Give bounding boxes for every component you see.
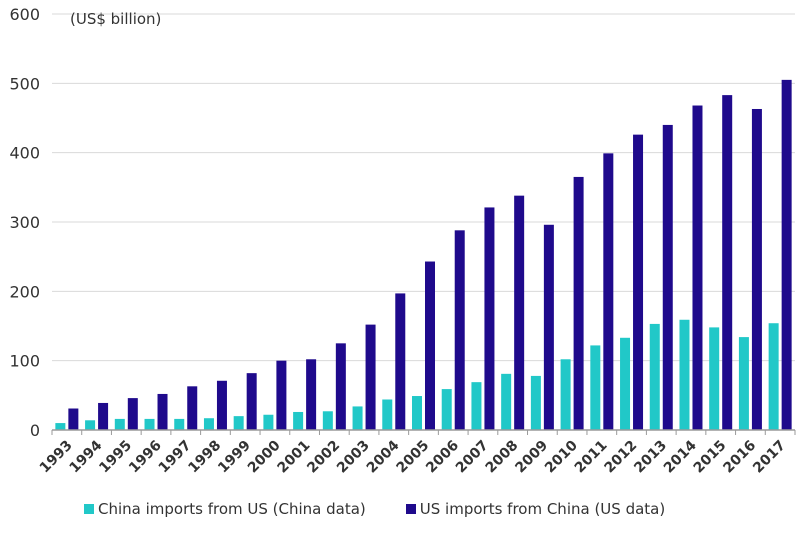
- bar-us-imports-2013: [662, 124, 673, 430]
- x-tick-label: 2001: [275, 438, 314, 477]
- bar-us-imports-2008: [514, 195, 525, 430]
- bar-china-imports-2010: [560, 359, 571, 430]
- x-tick-label: 1995: [96, 438, 135, 477]
- bar-us-imports-2010: [573, 176, 584, 430]
- x-axis: 1993199419951996199719981999200020012002…: [37, 429, 796, 477]
- bar-china-imports-2017: [768, 323, 779, 430]
- x-tick-label: 2000: [245, 437, 284, 476]
- bar-china-imports-1997: [174, 418, 185, 430]
- bar-china-imports-1994: [85, 420, 96, 430]
- bar-us-imports-2017: [781, 79, 792, 430]
- x-tick-label: 2011: [572, 438, 611, 477]
- bar-china-imports-2014: [679, 319, 690, 430]
- bar-china-imports-2005: [412, 396, 422, 430]
- bar-us-imports-2011: [603, 153, 614, 431]
- bar-china-imports-2013: [649, 323, 660, 430]
- y-tick-label: 100: [9, 352, 40, 371]
- bar-us-imports-2009: [543, 224, 554, 430]
- x-tick-label: 2002: [304, 438, 343, 477]
- bar-us-imports-2016: [751, 108, 762, 430]
- bar-us-imports-2004: [395, 293, 406, 430]
- bar-china-imports-2006: [441, 389, 452, 430]
- bar-us-imports-1994: [98, 402, 109, 430]
- legend-label-china-imports: China imports from US (China data): [98, 500, 366, 518]
- bar-us-imports-1993: [68, 408, 79, 430]
- x-tick-label: 2003: [334, 438, 373, 477]
- bar-china-imports-2016: [738, 337, 749, 430]
- x-tick-label: 1997: [156, 438, 195, 477]
- bar-us-imports-1996: [157, 393, 168, 430]
- bar-us-imports-2006: [454, 230, 465, 430]
- legend-swatch-us-imports: [405, 504, 416, 514]
- x-tick-label: 2007: [453, 438, 492, 477]
- bar-us-imports-2015: [722, 95, 733, 431]
- y-tick-label: 0: [30, 421, 40, 440]
- bar-us-imports-2007: [484, 207, 495, 430]
- x-tick-label: 1994: [67, 437, 106, 476]
- y-tick-label: 300: [9, 213, 40, 232]
- y-tick-label: 600: [9, 5, 40, 24]
- y-tick-label: 400: [9, 144, 40, 163]
- bar-us-imports-1995: [127, 398, 138, 430]
- bar-china-imports-1995: [114, 418, 125, 430]
- bar-china-imports-2003: [352, 406, 363, 430]
- x-tick-label: 2015: [691, 438, 730, 477]
- x-tick-label: 2016: [720, 438, 759, 477]
- x-tick-label: 2004: [364, 437, 403, 476]
- bar-china-imports-1998: [203, 418, 214, 430]
- y-axis-ticks: 0 100 200 300 400 500 600: [9, 5, 40, 440]
- x-tick-label: 2010: [542, 437, 581, 476]
- bar-china-imports-2011: [590, 345, 601, 430]
- y-tick-label: 500: [9, 74, 40, 93]
- bar-china-imports-2009: [530, 375, 541, 430]
- x-tick-label: 2008: [483, 438, 522, 477]
- bar-us-imports-2000: [276, 360, 287, 430]
- bar-china-imports-2008: [501, 373, 512, 430]
- legend-label-us-imports: US imports from China (US data): [419, 500, 666, 518]
- x-tick-label: 1993: [37, 438, 76, 477]
- bar-us-imports-1997: [187, 386, 198, 430]
- legend: China imports from US (China data) US im…: [84, 500, 665, 518]
- bar-china-imports-1999: [233, 416, 244, 430]
- bar-china-imports-2000: [263, 414, 274, 430]
- legend-swatch-china-imports: [84, 504, 94, 514]
- gridlines: [52, 13, 795, 362]
- bar-us-imports-2012: [633, 134, 644, 430]
- bar-us-imports-2014: [692, 105, 703, 431]
- x-tick-label: 2006: [423, 438, 462, 477]
- bar-us-imports-2005: [425, 261, 435, 430]
- x-tick-label: 2017: [750, 438, 789, 477]
- bars: [55, 79, 792, 431]
- bar-china-imports-1996: [144, 418, 155, 430]
- bar-us-imports-2002: [335, 343, 346, 430]
- bar-china-imports-2001: [293, 411, 304, 430]
- unit-label: (US$ billion): [70, 10, 161, 28]
- bar-us-imports-2003: [365, 324, 376, 430]
- bar-china-imports-2015: [709, 327, 720, 430]
- bar-us-imports-2001: [306, 359, 317, 430]
- bar-china-imports-2004: [382, 399, 393, 430]
- legend-item-us-imports: US imports from China (US data): [405, 500, 666, 518]
- x-tick-label: 2013: [631, 438, 670, 477]
- x-tick-label: 1996: [126, 438, 165, 477]
- bar-us-imports-1998: [216, 380, 227, 430]
- y-tick-label: 200: [9, 282, 40, 301]
- bar-china-imports-2012: [620, 337, 631, 430]
- x-tick-label: 2014: [661, 437, 700, 476]
- x-tick-label: 2012: [601, 438, 640, 477]
- legend-item-china-imports: China imports from US (China data): [84, 500, 366, 518]
- x-tick-label: 1999: [215, 438, 254, 477]
- bar-china-imports-2002: [322, 411, 333, 430]
- x-tick-label: 1998: [185, 438, 224, 477]
- bar-china-imports-2007: [471, 382, 482, 430]
- x-tick-label: 2009: [512, 438, 551, 477]
- bar-us-imports-1999: [246, 373, 257, 430]
- bar-china-imports-1993: [55, 423, 66, 430]
- x-tick-label: 2005: [393, 438, 432, 477]
